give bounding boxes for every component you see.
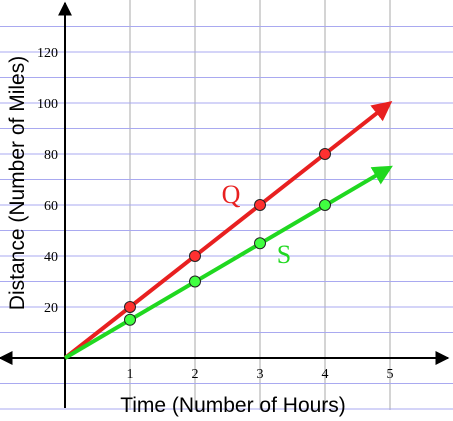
y-tick-label: 40 bbox=[44, 250, 58, 265]
x-tick-label: 2 bbox=[192, 367, 199, 382]
x-axis-title: Time (Number of Hours) bbox=[120, 394, 346, 417]
series-line bbox=[63, 165, 393, 360]
data-point bbox=[319, 199, 331, 211]
data-point bbox=[124, 301, 136, 313]
data-point bbox=[254, 237, 266, 250]
series-s: S bbox=[63, 165, 393, 360]
x-tick-label: 5 bbox=[387, 367, 394, 382]
y-tick-label: 60 bbox=[44, 199, 58, 214]
tick-labels: 1 2 3 4 5 20 40 60 80 100 120 bbox=[37, 46, 394, 382]
y-tick-label: 20 bbox=[44, 301, 58, 316]
series-label: Q bbox=[222, 180, 241, 209]
y-tick-label: 100 bbox=[37, 97, 58, 112]
data-point bbox=[254, 199, 266, 211]
series-label: S bbox=[277, 240, 291, 269]
data-point bbox=[189, 250, 201, 262]
y-axis-title: Distance (Number of Miles) bbox=[6, 56, 29, 310]
series-group: QS bbox=[63, 101, 393, 360]
series-q: Q bbox=[63, 101, 393, 360]
x-tick-label: 3 bbox=[257, 367, 264, 382]
y-tick-label: 120 bbox=[37, 46, 58, 61]
data-point bbox=[319, 148, 331, 160]
x-tick-label: 4 bbox=[322, 367, 329, 382]
series-line bbox=[63, 101, 393, 360]
data-point bbox=[189, 275, 201, 288]
axes bbox=[0, 1, 450, 408]
data-point bbox=[124, 313, 136, 326]
x-tick-label: 1 bbox=[127, 367, 134, 382]
y-tick-label: 80 bbox=[44, 148, 58, 163]
